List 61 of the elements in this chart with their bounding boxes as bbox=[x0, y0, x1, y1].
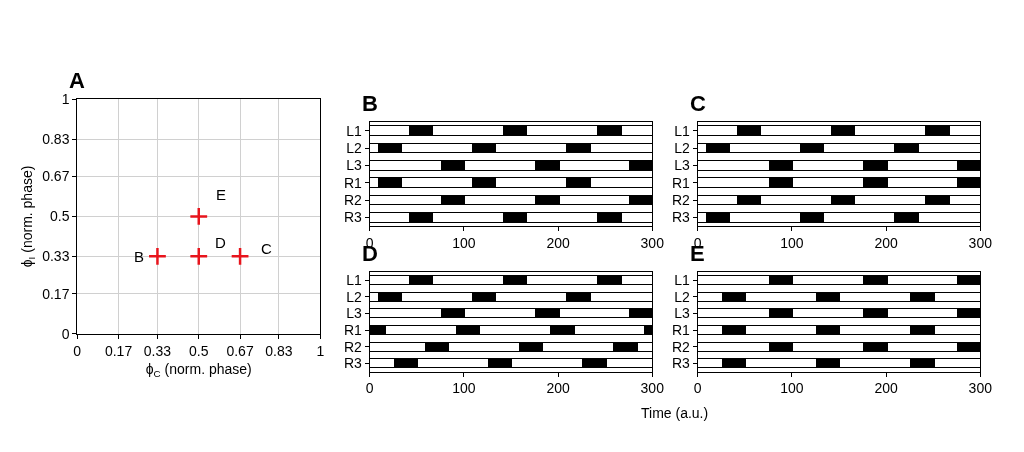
y-tick-label: R2 bbox=[343, 191, 363, 208]
x-tick-label: 300 bbox=[968, 234, 993, 251]
y-tick-label: L3 bbox=[674, 157, 691, 174]
x-tick-label: 100 bbox=[780, 234, 804, 251]
x-tick-label: 200 bbox=[546, 234, 570, 251]
y-tick-label: L1 bbox=[346, 122, 363, 139]
x-tick-label: 0.17 bbox=[104, 342, 133, 359]
y-tick-label: 1 bbox=[61, 91, 70, 108]
x-tick-label: 200 bbox=[874, 380, 898, 397]
x-tick-label: 0.33 bbox=[143, 342, 172, 359]
y-tick-label: 0.17 bbox=[42, 285, 70, 302]
y-tick-label: L1 bbox=[346, 271, 363, 288]
x-axis-title: Time (a.u.) bbox=[641, 405, 709, 421]
x-tick-label: 100 bbox=[452, 234, 476, 251]
y-tick-label: R3 bbox=[343, 209, 363, 226]
x-tick-label: 100 bbox=[452, 380, 476, 397]
x-tick-label: 300 bbox=[640, 380, 665, 397]
x-tick-label: 0 bbox=[73, 342, 82, 359]
x-axis-title: ϕ$_{C}$ (norm. phase) bbox=[145, 360, 252, 379]
x-tick-label: 0.67 bbox=[226, 342, 254, 359]
y-tick-label: R3 bbox=[343, 355, 363, 372]
y-tick-label: L1 bbox=[674, 122, 691, 139]
y-tick-label: R3 bbox=[671, 355, 691, 372]
y-tick-label: L2 bbox=[674, 139, 691, 156]
y-tick-label: L3 bbox=[674, 305, 691, 322]
y-tick-label: L2 bbox=[346, 288, 363, 305]
x-tick-label: 300 bbox=[640, 234, 665, 251]
y-tick-label: R2 bbox=[343, 338, 363, 355]
y-tick-label: R1 bbox=[343, 321, 363, 338]
y-tick-label: L3 bbox=[346, 305, 363, 322]
y-tick-label: L3 bbox=[346, 157, 363, 174]
y-tick-label: 0.83 bbox=[42, 130, 70, 147]
y-tick-label: 0 bbox=[61, 325, 70, 342]
x-tick-label: 300 bbox=[968, 380, 993, 397]
annotation: C bbox=[261, 240, 272, 257]
x-tick-label: 0 bbox=[365, 380, 374, 397]
x-tick-label: 200 bbox=[546, 380, 570, 397]
y-tick-label: 0.33 bbox=[42, 248, 70, 265]
x-tick-label: 100 bbox=[780, 380, 804, 397]
x-tick-label: 0 bbox=[693, 380, 702, 397]
annotation: E bbox=[216, 186, 227, 203]
annotation: B bbox=[134, 248, 145, 265]
y-tick-label: R1 bbox=[671, 174, 691, 191]
y-tick-label: 0.67 bbox=[42, 168, 70, 185]
y-tick-label: R2 bbox=[671, 191, 691, 208]
x-tick-label: 0.83 bbox=[265, 342, 293, 359]
y-tick-label: R2 bbox=[671, 338, 691, 355]
chart-title: A bbox=[69, 68, 85, 93]
y-tick-label: R3 bbox=[671, 209, 691, 226]
y-tick-label: R1 bbox=[343, 174, 363, 191]
y-tick-label: L2 bbox=[674, 288, 691, 305]
x-tick-label: 0.5 bbox=[189, 342, 209, 359]
annotation: D bbox=[215, 234, 226, 251]
y-tick-label: 0.5 bbox=[49, 208, 70, 225]
chart-title: B bbox=[362, 91, 378, 116]
y-tick-label: L2 bbox=[346, 139, 363, 156]
x-tick-label: 200 bbox=[874, 234, 898, 251]
y-tick-label: R1 bbox=[671, 321, 691, 338]
chart-title: C bbox=[690, 91, 706, 116]
y-tick-label: L1 bbox=[674, 271, 691, 288]
x-tick-label: 1 bbox=[316, 342, 325, 359]
